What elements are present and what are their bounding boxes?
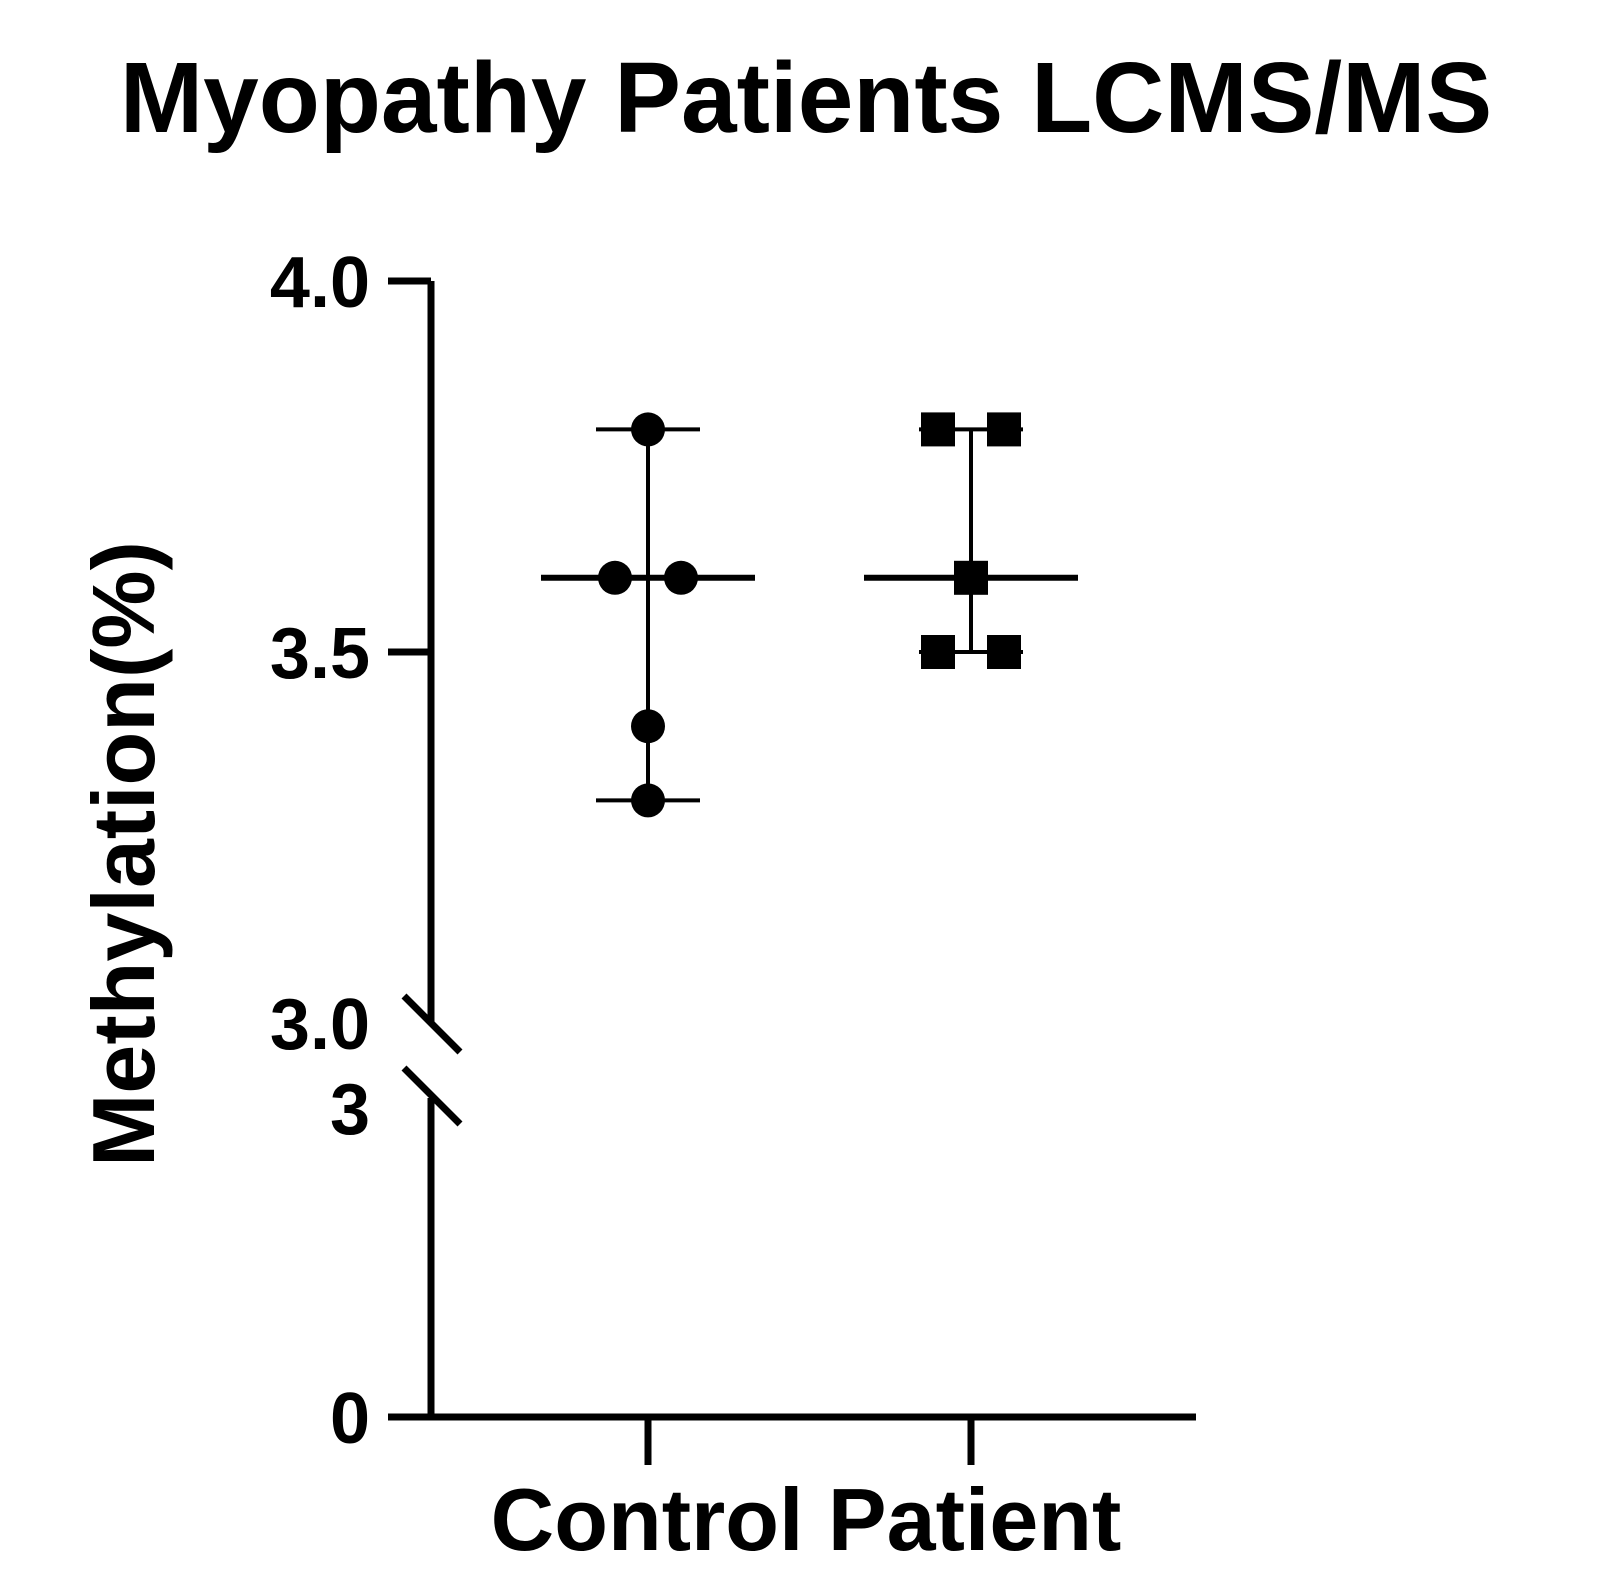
y-ticks: 3.0 3.5 4.0 0 3 [270, 243, 431, 1459]
y-tick-label-4.0: 4.0 [270, 243, 370, 323]
y-tick-label-lower-0: 0 [330, 1379, 370, 1459]
y-tick-label-3.0: 3.0 [270, 985, 370, 1065]
axis-break-mark-upper [401, 993, 463, 1055]
patient-point-2 [987, 412, 1021, 447]
x-axis [388, 1413, 1196, 1465]
axis-break-mark-lower [401, 1065, 463, 1127]
control-point-2 [598, 560, 632, 595]
control-point-4 [631, 709, 665, 744]
patient-point-1 [921, 412, 955, 447]
control-point-3 [664, 560, 698, 595]
y-axis-label: Methylation(%) [74, 541, 173, 1167]
chart-title: Myopathy Patients LCMS/MS [120, 42, 1492, 154]
data-points [598, 412, 1021, 818]
control-point-5 [631, 783, 665, 818]
patient-point-3 [954, 560, 988, 595]
patient-point-5 [987, 635, 1021, 669]
y-tick-label-3.5: 3.5 [270, 614, 370, 694]
y-axis [401, 281, 463, 1420]
x-axis-label: Control Patient [491, 1470, 1122, 1569]
y-tick-label-lower-3: 3 [330, 1070, 370, 1150]
error-bars [541, 427, 1078, 803]
patient-point-4 [921, 635, 955, 669]
control-point-1 [631, 412, 665, 447]
